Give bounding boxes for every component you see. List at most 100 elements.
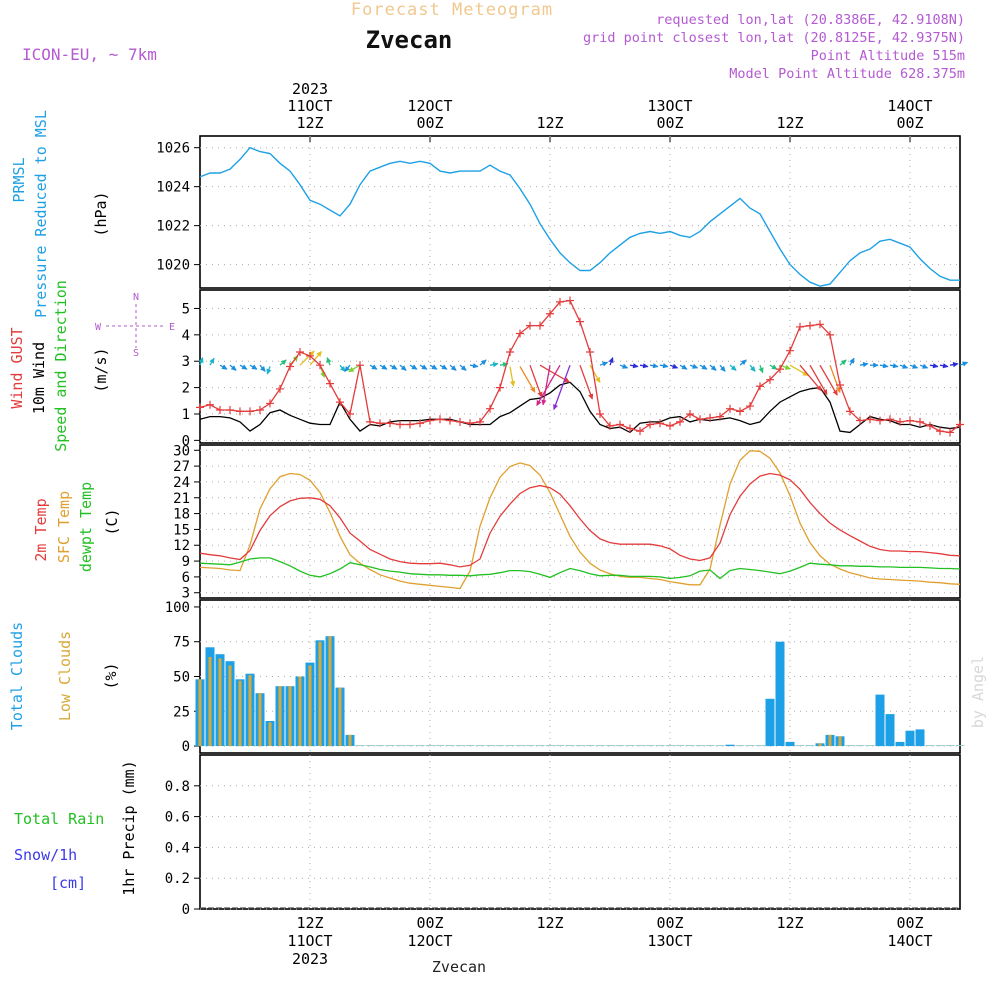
wind-arrow-head (922, 363, 929, 369)
gust-marker (426, 416, 434, 425)
wind-arrow-head (840, 359, 847, 366)
wind-arrow-head (962, 361, 969, 367)
wind-arrow-head (450, 365, 457, 371)
wind-arrow-head (411, 364, 418, 370)
compass-w: W (95, 322, 102, 333)
wind-arrow-head (595, 376, 601, 383)
gust-marker (816, 320, 824, 329)
clouds-label-2: Low Clouds (56, 631, 74, 721)
time-label-bottom: 12Z (296, 914, 323, 932)
gust-marker (346, 409, 354, 418)
time-label-bottom: 13OCT (647, 932, 692, 950)
wind-arrow-head (701, 364, 708, 370)
time-label-bottom: 00Z (656, 914, 683, 932)
time-label-top: 12OCT (407, 97, 452, 115)
time-label-top: 14OCT (887, 97, 932, 115)
gust-marker (456, 417, 464, 426)
wind-arrow-head (441, 364, 448, 370)
time-label-top: 12Z (296, 114, 323, 132)
wind-arrow-head (381, 364, 388, 370)
gust-marker (286, 362, 294, 371)
wind-arrow-head (771, 364, 778, 370)
time-label-top: 00Z (656, 114, 683, 132)
clouds-unit: (%) (102, 662, 120, 689)
bar-low-clouds (838, 736, 842, 746)
gust-marker (556, 297, 564, 306)
gust-marker (576, 317, 584, 326)
gust-marker (896, 417, 904, 426)
gust-marker (516, 329, 524, 338)
wind-arrow-head (740, 359, 747, 366)
bar-low-clouds (258, 693, 262, 747)
bar-low-clouds (198, 679, 202, 747)
gust-marker (496, 383, 504, 392)
time-label-top: 13OCT (647, 97, 692, 115)
time-label-bottom: 14OCT (887, 932, 932, 950)
ytick-label-clouds-2: 50 (173, 670, 190, 686)
gust-marker (766, 375, 774, 384)
gust-marker (566, 296, 574, 305)
gust-marker (846, 407, 854, 416)
wind-arrow-head (862, 361, 869, 368)
ytick-label-temp-6: 21 (173, 491, 190, 507)
time-label-bottom: 11OCT (287, 932, 332, 950)
wind-arrow-head (692, 363, 699, 369)
time-label-bottom: 12Z (776, 914, 803, 932)
time-label-top: 00Z (416, 114, 443, 132)
wind-arrow-head (932, 363, 939, 369)
wind-arrow-head (832, 389, 838, 396)
point-altitude: Point Altitude 515m (811, 48, 965, 64)
time-label-top: 11OCT (287, 97, 332, 115)
wind-arrow-head (672, 363, 679, 369)
bar-low-clouds (338, 687, 342, 746)
wind-arrow-head (492, 361, 499, 368)
bar-low-clouds (248, 675, 252, 746)
panel-precip: 0 0.2 0.4 0.6 0.8 (165, 754, 961, 918)
time-label-top: 12Z (536, 114, 563, 132)
wind-arrow-head (251, 364, 258, 370)
gust-marker (796, 322, 804, 331)
time-label-bottom: 12Z (536, 914, 563, 932)
temp-unit: (C) (103, 508, 121, 535)
ytick-label-wind-0: 0 (182, 433, 190, 449)
panel-frame-temp (199, 444, 961, 599)
bar-total-clouds (725, 744, 735, 747)
wind-arrow-head (400, 365, 407, 371)
wind-arrow-head (472, 363, 479, 369)
bar-low-clouds (288, 686, 292, 746)
ytick-label-wind-5: 5 (182, 301, 190, 317)
wind-label-2: 10m Wind (30, 342, 48, 414)
wind-arrow-head (882, 363, 889, 369)
gust-marker (656, 419, 664, 428)
panel-wind: 0 1 2 3 4 5 (182, 289, 961, 449)
panel-pressure: 1020 1022 1024 1026 (156, 135, 961, 289)
gust-marker (606, 421, 614, 430)
gust-marker (196, 403, 204, 412)
wind-arrow (542, 365, 551, 405)
ytick-label-temp-7: 24 (173, 475, 190, 491)
gust-marker (646, 420, 654, 429)
wind-arrow-head (892, 363, 899, 369)
gust-marker (336, 398, 344, 407)
wind-arrow-head (720, 365, 726, 372)
gust-marker (256, 406, 264, 415)
gust-marker (716, 412, 724, 421)
credit-watermark: by Angel (969, 656, 987, 728)
gust-marker (736, 407, 744, 416)
wind-arrow-head (681, 364, 688, 370)
pressure-label-1: PRMSL (10, 157, 28, 202)
wind-arrow-head (316, 350, 322, 357)
wind-arrow-head (758, 367, 764, 374)
gust-marker (486, 404, 494, 413)
gust-marker (666, 421, 674, 430)
time-label-bottom: 2023 (292, 950, 328, 968)
ytick-label-precip-0: 0 (182, 902, 190, 918)
gust-marker (386, 419, 394, 428)
gust-marker (306, 351, 314, 360)
bar-low-clouds (298, 676, 302, 746)
time-label-top: 00Z (896, 114, 923, 132)
wind-arrow-head (340, 365, 346, 372)
gust-marker (676, 417, 684, 426)
temp-label-3: dewpt Temp (77, 482, 95, 572)
